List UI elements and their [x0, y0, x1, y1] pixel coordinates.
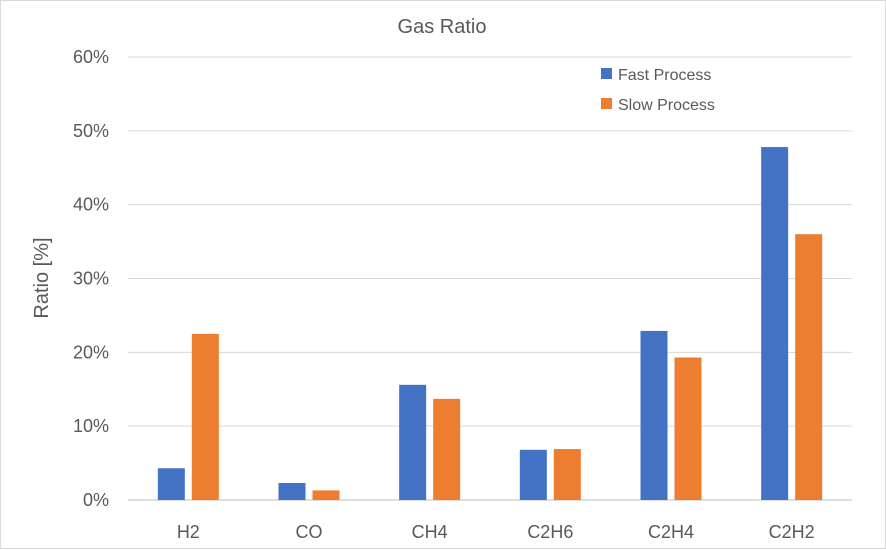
y-tick-label: 40%: [73, 195, 109, 215]
y-axis-label: Ratio [%]: [31, 237, 53, 318]
bar-slow-c2h4: [674, 357, 702, 500]
x-tick-label: C2H2: [769, 522, 815, 542]
legend-swatch-slow: [601, 98, 612, 109]
y-tick-label: 0%: [83, 490, 109, 510]
y-tick-label: 10%: [73, 416, 109, 436]
x-tick-label: H2: [177, 522, 200, 542]
legend-label-slow: Slow Process: [618, 97, 715, 114]
y-tick-label: 50%: [73, 121, 109, 141]
bar-fast-c2h4: [640, 330, 668, 500]
legend-swatch-fast: [601, 68, 612, 79]
x-axis-ticks: H2 CO CH4 C2H6 C2H4 C2H2: [177, 522, 815, 542]
gridlines: [128, 56, 852, 501]
bar-slow-h2: [191, 333, 219, 500]
bar-fast-c2h6: [519, 449, 547, 500]
chart-title: Gas Ratio: [398, 16, 487, 38]
bar-fast-h2: [157, 468, 185, 500]
x-tick-label: CH4: [412, 522, 448, 542]
legend-label-fast: Fast Process: [618, 67, 711, 84]
bar-fast-ch4: [399, 384, 427, 500]
bar-slow-c2h2: [795, 234, 823, 500]
bars: [157, 147, 823, 500]
legend: Fast Process Slow Process: [601, 67, 715, 114]
x-tick-label: C2H6: [527, 522, 573, 542]
y-axis-ticks: 0% 10% 20% 30% 40% 50% 60%: [73, 47, 109, 510]
y-tick-label: 20%: [73, 342, 109, 362]
bar-slow-c2h6: [553, 449, 581, 500]
y-tick-label: 30%: [73, 269, 109, 289]
bar-slow-ch4: [433, 398, 461, 500]
x-tick-label: CO: [296, 522, 323, 542]
bar-fast-co: [278, 483, 306, 500]
x-tick-label: C2H4: [648, 522, 694, 542]
bar-fast-c2h2: [761, 147, 789, 500]
bar-slow-co: [312, 490, 340, 500]
y-tick-label: 60%: [73, 47, 109, 67]
